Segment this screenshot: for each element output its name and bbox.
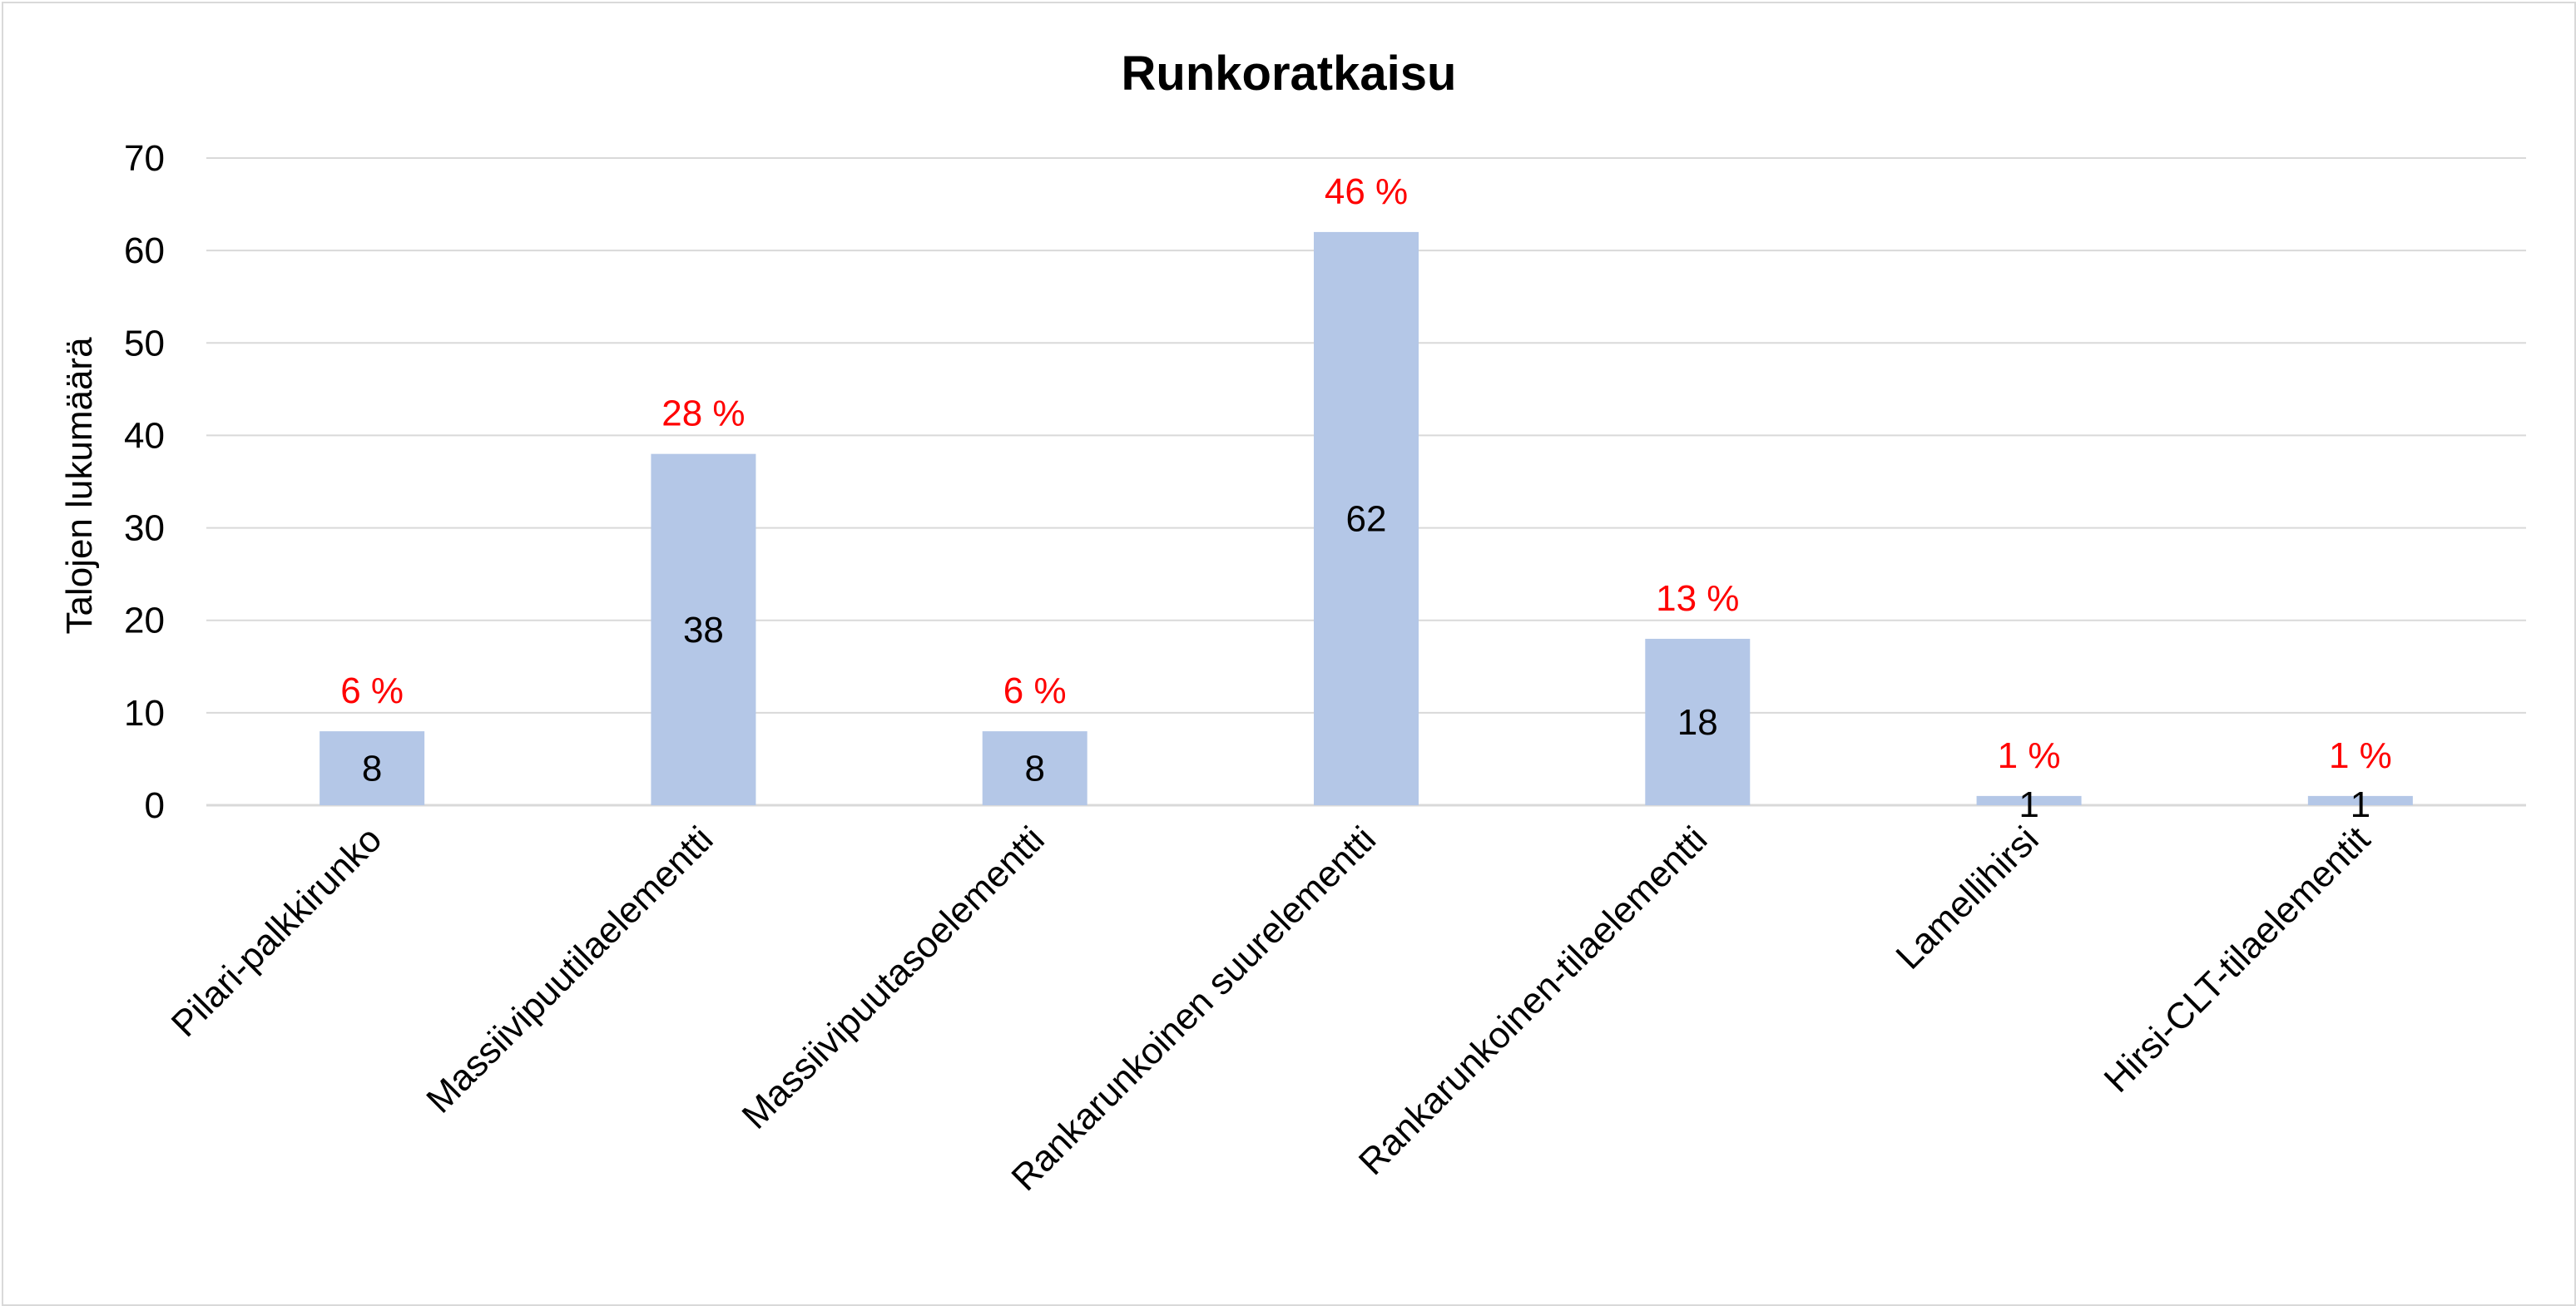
bar xyxy=(2307,795,2413,805)
bar xyxy=(1314,231,1419,805)
x-axis-categories: Pilari-palkkirunko Massiivipuutilaelement… xyxy=(164,819,2378,1199)
value-label: 1 xyxy=(2019,784,2039,825)
value-label: 18 xyxy=(1677,702,1718,743)
chart-title: Runkoratkaisu xyxy=(1122,47,1457,101)
y-tick-label: 0 xyxy=(145,785,165,826)
percent-label: 46 % xyxy=(1325,171,1408,212)
x-category-label: Rankarunkoinen suurelementti xyxy=(1003,819,1384,1199)
bar xyxy=(1645,638,1751,805)
value-label: 8 xyxy=(362,749,382,789)
x-category-label: Massiivipuutilaelementti xyxy=(419,819,721,1120)
bar xyxy=(320,731,425,805)
value-label: 8 xyxy=(1024,749,1044,789)
x-category-label: Hirsi-CLT-tilaelementit xyxy=(2097,819,2378,1100)
percent-label: 6 % xyxy=(1003,670,1067,711)
y-tick-label: 10 xyxy=(124,693,165,734)
percent-label: 28 % xyxy=(661,393,745,434)
value-label: 1 xyxy=(2351,784,2370,825)
y-tick-label: 50 xyxy=(124,323,165,364)
y-tick-label: 30 xyxy=(124,508,165,549)
y-axis-label: Talojen lukumäärä xyxy=(59,337,100,635)
x-category-label: Lamellihirsi xyxy=(1888,819,2046,977)
bars xyxy=(320,231,2413,805)
percent-label: 1 % xyxy=(2329,735,2392,776)
x-category-label: Pilari-palkkirunko xyxy=(164,819,390,1045)
bar-chart: Runkoratkaisu Talojen lukumäärä 0 10 20 30 4… xyxy=(59,47,2526,1199)
percent-label: 1 % xyxy=(1998,735,2061,776)
value-label: 62 xyxy=(1346,498,1387,539)
bar xyxy=(1976,795,2082,805)
y-tick-label: 40 xyxy=(124,415,165,456)
x-category-label: Massiivipuutasoelementti xyxy=(735,819,1053,1136)
y-tick-label: 70 xyxy=(124,138,165,179)
data-labels: 8 6 % 38 28 % 8 6 % 62 46 % 18 13 % 1 1 % 1 1 % xyxy=(340,171,2392,825)
value-label: 38 xyxy=(683,610,724,651)
y-axis-ticks: 0 10 20 30 40 50 60 70 xyxy=(124,138,165,826)
bar xyxy=(982,731,1087,805)
y-tick-label: 60 xyxy=(124,230,165,271)
bar xyxy=(651,453,756,805)
percent-label: 13 % xyxy=(1656,578,1739,619)
percent-label: 6 % xyxy=(340,670,404,711)
y-tick-label: 20 xyxy=(124,601,165,641)
x-category-label: Rankarunkoinen-tilaelementti xyxy=(1351,819,1716,1183)
